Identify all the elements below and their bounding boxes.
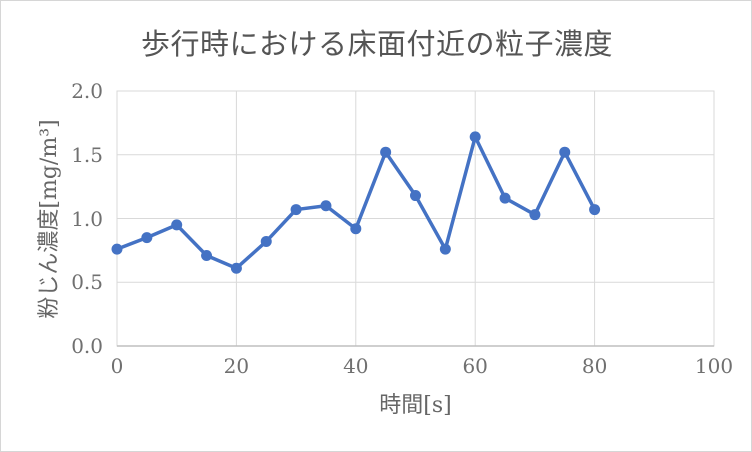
data-point-marker bbox=[201, 249, 213, 261]
data-point-marker bbox=[469, 131, 481, 143]
y-tick-label: 2.0 bbox=[71, 79, 103, 103]
y-tick-label: 0.0 bbox=[71, 334, 103, 358]
data-point-marker bbox=[499, 192, 511, 204]
x-axis-title: 時間[s] bbox=[379, 393, 452, 418]
chart-title: 歩行時における床面付近の粒子濃度 bbox=[140, 27, 613, 61]
x-tick-label: 20 bbox=[223, 354, 250, 378]
y-tick-label: 1.5 bbox=[71, 142, 103, 167]
data-point-marker bbox=[380, 146, 392, 158]
data-point-marker bbox=[230, 262, 242, 274]
data-point-marker bbox=[141, 232, 153, 244]
x-tick-label: 80 bbox=[581, 354, 608, 378]
data-point-marker bbox=[290, 204, 302, 216]
data-point-marker bbox=[320, 200, 332, 212]
data-point-marker bbox=[350, 223, 362, 235]
data-point-marker bbox=[111, 243, 123, 255]
data-point-marker bbox=[529, 209, 541, 221]
x-tick-label: 0 bbox=[110, 354, 124, 378]
y-axis-title: 粉じん濃度[mg/m³] bbox=[37, 119, 62, 319]
x-tick-label: 100 bbox=[694, 354, 734, 378]
y-tick-label: 0.5 bbox=[71, 270, 103, 295]
data-point-marker bbox=[260, 235, 272, 247]
data-point-marker bbox=[559, 146, 571, 158]
x-tick-label: 40 bbox=[343, 354, 369, 378]
y-tick-label: 1.0 bbox=[71, 206, 103, 231]
x-tick-label: 60 bbox=[462, 354, 488, 378]
data-point-marker bbox=[589, 204, 601, 216]
data-point-marker bbox=[410, 190, 421, 202]
data-point-marker bbox=[439, 243, 451, 255]
data-point-marker bbox=[171, 219, 183, 231]
